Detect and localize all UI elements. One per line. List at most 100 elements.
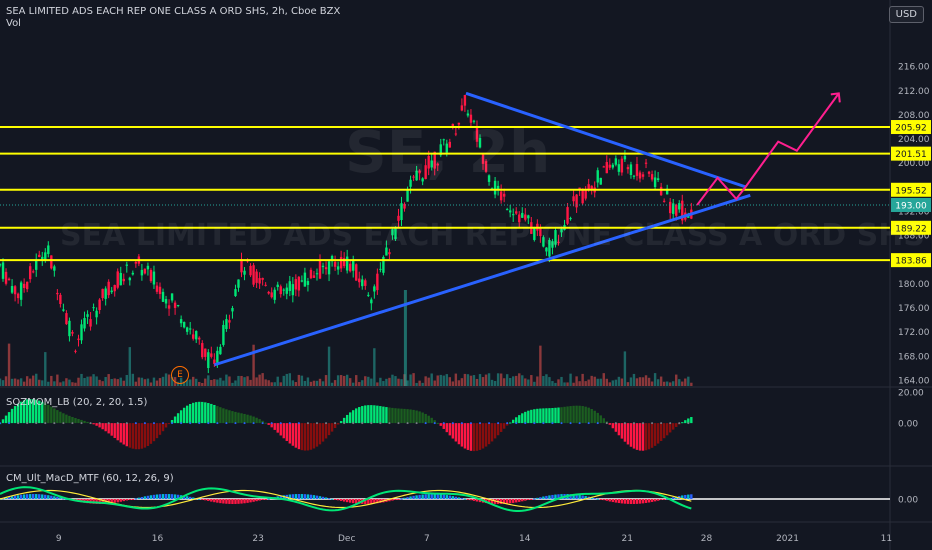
- candle: [164, 299, 168, 304]
- volume-bar: [364, 376, 367, 386]
- candle: [370, 299, 373, 304]
- candle: [620, 158, 624, 173]
- volume-bar: [336, 375, 340, 386]
- sqz-bar: [237, 412, 240, 424]
- macd-bar: [418, 494, 421, 499]
- sqz-bar: [412, 409, 415, 424]
- sqzmom-indicator-label[interactable]: SQZMOM_LB (20, 2, 20, 1.5): [6, 397, 148, 408]
- volume-bar: [107, 374, 110, 386]
- macd-bar: [170, 494, 174, 499]
- macd-bar: [397, 499, 400, 500]
- macd-bar: [644, 499, 648, 503]
- sqz-bar: [13, 406, 17, 424]
- macd-bar: [367, 499, 370, 504]
- candle: [617, 164, 621, 172]
- sqz-bar: [690, 417, 693, 424]
- macd-bar: [306, 494, 310, 499]
- candle: [89, 319, 92, 327]
- candle: [173, 302, 177, 308]
- sqz-dot: [152, 422, 155, 425]
- volume-bar: [13, 378, 17, 386]
- volume-bar: [442, 375, 445, 386]
- macd-bar: [182, 495, 186, 499]
- candle: [339, 256, 343, 269]
- candle: [35, 259, 38, 270]
- volume-bar: [361, 380, 364, 386]
- candle: [179, 319, 183, 324]
- currency-badge[interactable]: USD: [888, 6, 924, 23]
- candle: [273, 289, 276, 300]
- sqz-bar: [195, 402, 198, 424]
- volume-bar: [382, 381, 385, 386]
- volume-label[interactable]: Vol: [6, 18, 21, 29]
- macd-bar: [7, 496, 11, 499]
- sqz-bar: [505, 423, 509, 426]
- candle: [134, 261, 138, 264]
- candle: [143, 268, 147, 274]
- volume-bar: [188, 379, 192, 386]
- sqz-bar: [4, 415, 8, 424]
- candle: [231, 308, 234, 312]
- candle: [557, 241, 560, 243]
- time-tick-label: 14: [519, 534, 531, 544]
- sqz-bar: [86, 421, 89, 424]
- volume-bar: [409, 374, 412, 386]
- candle: [614, 158, 618, 165]
- sqz-bar: [282, 423, 285, 439]
- volume-bar: [198, 381, 201, 386]
- volume-bar: [397, 378, 400, 386]
- sqz-bar: [463, 423, 467, 449]
- volume-bar: [134, 381, 138, 386]
- macd-bar: [584, 496, 587, 499]
- candle: [128, 277, 132, 281]
- volume-bar: [164, 373, 168, 386]
- volume-bar: [530, 375, 533, 386]
- projection-arrowhead-icon: [830, 92, 841, 103]
- volume-bar: [62, 381, 65, 386]
- volume-bar: [575, 376, 578, 386]
- candle: [333, 261, 337, 267]
- macd-bar: [342, 499, 346, 502]
- candle: [524, 214, 527, 220]
- candle: [309, 269, 313, 279]
- sqz-bar: [364, 405, 367, 424]
- volume-bar: [53, 381, 56, 386]
- chart-title[interactable]: SEA LIMITED ADS EACH REP ONE CLASS A ORD…: [6, 6, 341, 17]
- sqz-bar: [587, 407, 590, 424]
- macd-bar: [35, 494, 38, 499]
- candle: [264, 284, 267, 286]
- sqz-dot: [379, 422, 382, 425]
- volume-bar: [309, 381, 313, 386]
- volume-bar: [415, 382, 418, 386]
- candle: [300, 280, 304, 282]
- macd-indicator-label[interactable]: CM_Ult_MacD_MTF (60, 12, 26, 9): [6, 473, 174, 484]
- volume-bar: [602, 373, 605, 386]
- volume-bar: [424, 376, 427, 386]
- macd-bar: [59, 497, 62, 499]
- candle: [409, 179, 412, 187]
- sqz-bar: [533, 409, 536, 424]
- candle: [469, 114, 473, 123]
- sqz-bar: [71, 417, 74, 424]
- sqz-bar: [560, 407, 563, 424]
- candle: [222, 324, 225, 345]
- volume-bar: [195, 378, 198, 386]
- volume-bar: [391, 374, 394, 386]
- candle: [478, 137, 482, 148]
- volume-bar: [478, 374, 482, 386]
- macd-bar: [339, 499, 343, 501]
- candle: [4, 271, 8, 284]
- earnings-marker-icon[interactable]: E: [171, 366, 189, 384]
- sqz-bar: [484, 423, 488, 447]
- candle: [421, 178, 424, 182]
- macd-bar: [650, 499, 654, 502]
- candle: [575, 194, 578, 208]
- volume-bar: [32, 375, 35, 386]
- macd-bar: [131, 499, 135, 500]
- volume-bar: [466, 374, 470, 386]
- volume-bar: [436, 375, 439, 386]
- macd-bar: [472, 499, 476, 501]
- volume-bar: [267, 380, 270, 386]
- candles: [0, 94, 693, 374]
